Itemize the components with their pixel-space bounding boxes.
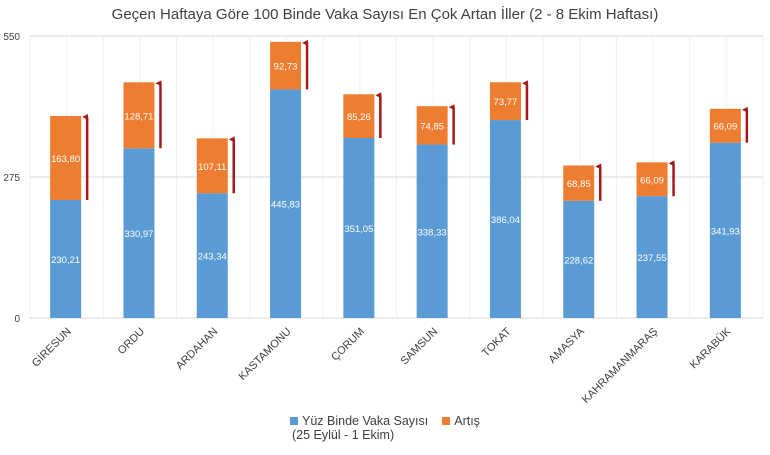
bar-increase	[563, 165, 595, 201]
bar-base	[196, 193, 228, 318]
bar-increase	[709, 108, 741, 143]
x-tick-label: KASTAMONU	[236, 326, 293, 383]
data-label-increase: 92,73	[274, 62, 298, 73]
chart-title: Geçen Haftaya Göre 100 Binde Vaka Sayısı…	[111, 6, 659, 23]
y-tick-label: 275	[3, 173, 20, 184]
bar-base	[489, 120, 521, 318]
data-label-base: 386,04	[491, 215, 520, 226]
legend-item-base: Yüz Binde Vaka Sayısı (25 Eylül - 1 Ekim…	[290, 414, 428, 442]
data-label-base: 351,05	[344, 224, 373, 235]
bar-base	[636, 196, 668, 318]
data-label-base: 338,33	[418, 227, 447, 238]
data-label-increase: 128,71	[124, 111, 153, 122]
data-label-base: 330,97	[124, 229, 153, 240]
bar-base	[50, 199, 82, 318]
data-label-increase: 163,80	[51, 154, 80, 165]
x-tick-label: ÇORUM	[329, 326, 367, 364]
bar-base	[123, 148, 155, 318]
data-label-base: 237,55	[638, 253, 667, 264]
data-label-increase: 74,85	[420, 121, 444, 132]
legend-label-base: Yüz Binde Vaka Sayısı	[302, 414, 429, 428]
data-label-base: 445,83	[271, 200, 300, 211]
y-tick-label: 550	[3, 32, 20, 43]
bar-increase	[123, 82, 155, 149]
x-tick-label: TOKAT	[480, 325, 514, 359]
x-tick-label: ORDU	[116, 326, 147, 357]
bar-base	[270, 89, 302, 318]
bar-increase	[343, 94, 375, 139]
bar-increase	[489, 82, 521, 121]
bar-increase	[636, 162, 668, 197]
legend-item-increase: Artış	[442, 414, 480, 442]
data-label-base: 228,62	[564, 255, 593, 266]
data-label-increase: 66,09	[640, 175, 664, 186]
data-label-increase: 73,77	[494, 97, 518, 108]
legend-label-increase: Artış	[454, 414, 480, 428]
x-tick-label: SAMSUN	[399, 326, 441, 368]
data-label-increase: 107,11	[198, 162, 226, 173]
legend-swatch-increase	[442, 417, 451, 425]
legend-swatch-base	[290, 417, 298, 425]
bar-increase	[50, 115, 82, 200]
x-tick-label: KAHRAMANMARAŞ	[580, 326, 660, 406]
data-label-increase: 66,09	[713, 122, 737, 133]
data-label-base: 243,34	[198, 252, 227, 263]
data-label-base: 230,21	[51, 255, 80, 266]
bar-base	[709, 142, 741, 318]
legend: Yüz Binde Vaka Sayısı (25 Eylül - 1 Ekim…	[290, 414, 480, 442]
data-label-base: 341,93	[711, 226, 740, 237]
bar-base	[416, 144, 448, 318]
x-tick-label: KARABÜK	[688, 325, 734, 371]
data-label-increase: 85,26	[347, 112, 371, 123]
data-label-increase: 68,85	[567, 179, 591, 190]
x-tick-label: ARDAHAN	[174, 326, 221, 373]
bar-increase	[270, 41, 302, 90]
x-tick-label: GİRESUN	[29, 325, 74, 370]
bar-increase	[196, 138, 228, 194]
y-tick-label: 0	[14, 314, 20, 325]
bar-base	[563, 200, 595, 318]
bar-increase	[416, 106, 448, 145]
bar-base	[343, 138, 375, 318]
legend-label-base-period: (25 Eylül - 1 Ekim)	[292, 428, 395, 442]
x-tick-label: AMASYA	[547, 325, 588, 366]
